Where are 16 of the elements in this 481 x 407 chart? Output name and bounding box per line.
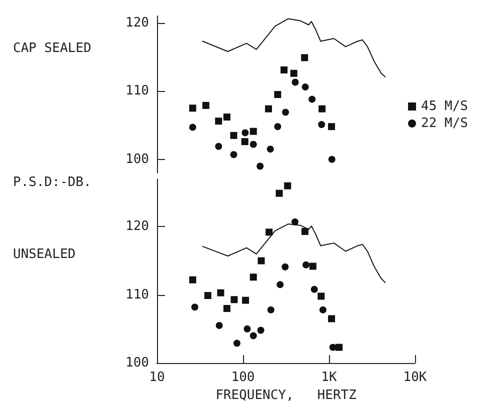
y-tick-label: 110 [126,84,149,99]
x-axis-title: FREQUENCY, HERTZ [216,388,357,403]
y-tick-label: 120 [126,15,149,30]
text: UNSEALED [13,247,76,262]
y-tick-label: 100 [126,356,149,370]
text: CAP SEALED [13,41,92,56]
y-axis-title: P.S.D:-DB. [13,175,92,190]
legend-label: 22 M/S [421,116,468,131]
y-tick-label: 120 [126,219,149,234]
x-tick-label: 100 [231,370,255,385]
legend-label: 45 M/S [421,99,468,114]
y-tick-label: 110 [126,287,149,302]
y-tick-label: 100 [126,152,149,167]
x-tick-label: 1K [321,370,337,385]
x-tick-label: 10 [149,370,165,385]
x-tick-label: 10K [403,370,427,385]
